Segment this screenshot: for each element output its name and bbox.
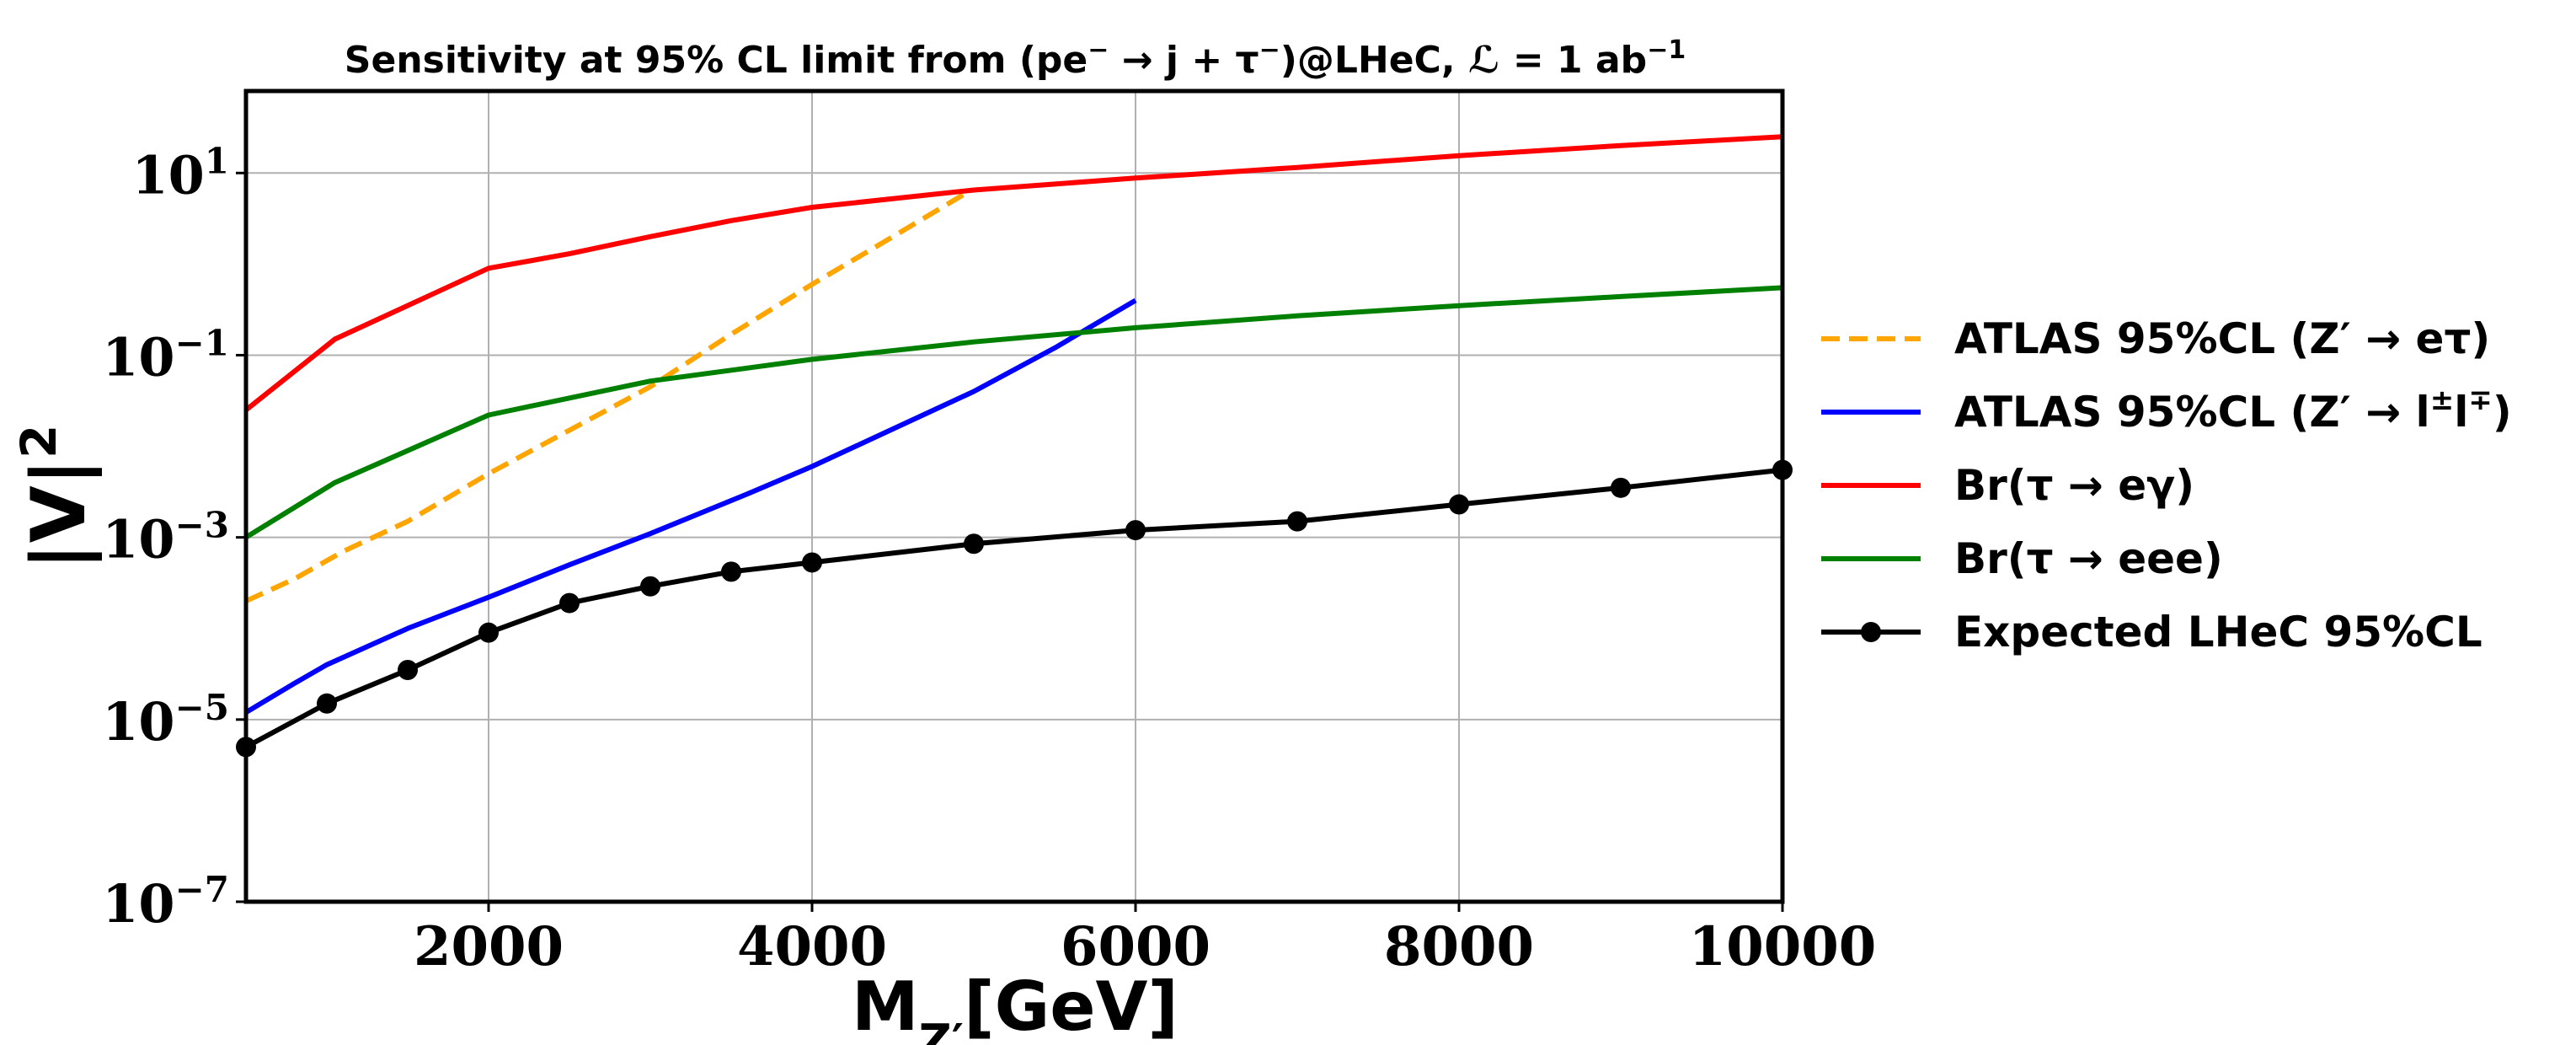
legend-entry-lhec_expected: Expected LHeC 95%CL: [1821, 608, 2482, 656]
series-br_egamma: [244, 134, 1783, 412]
data-point: [317, 693, 337, 714]
data-point: [721, 561, 741, 582]
y-tick-base: 10: [102, 326, 174, 388]
y-tick-base: 10: [102, 873, 174, 935]
legend-entry-br_egamma: Br(τ → eγ): [1821, 461, 2194, 510]
legend-label: Expected LHeC 95%CL: [1954, 608, 2482, 656]
y-tick-label: 10−3: [102, 504, 229, 571]
legend-label: ATLAS 95%CL (Z′ → eτ): [1954, 314, 2490, 363]
legend-entry-atlas_etau: ATLAS 95%CL (Z′ → eτ): [1821, 314, 2490, 363]
series-atlas_ll: [244, 297, 1137, 715]
y-tick-label: 101: [131, 140, 229, 206]
series-line-lhec_expected: [244, 467, 1783, 750]
x-axis-label-sub: Z′: [919, 1015, 964, 1045]
title-arrow: → j + τ: [1109, 39, 1259, 82]
y-tick-exp: −5: [175, 686, 229, 727]
data-point: [1125, 520, 1146, 541]
y-tick-label: 10−7: [102, 869, 229, 935]
y-axis-label-sup: 2: [10, 425, 67, 458]
legend-label: Br(τ → eee): [1954, 534, 2223, 583]
series-line-br_eee: [244, 285, 1783, 540]
legend-entry-br_eee: Br(τ → eee): [1821, 534, 2223, 583]
y-tick-label: 10−5: [102, 686, 229, 753]
y-tick-exp: 1: [205, 140, 229, 181]
data-point: [478, 622, 499, 643]
data-point: [802, 552, 822, 573]
legend: ATLAS 95%CL (Z′ → eτ) ATLAS 95%CL (Z′ → l…: [1821, 314, 2512, 656]
series-lhec_expected: [236, 459, 1793, 758]
data-point: [398, 660, 418, 681]
y-tick-base: 10: [102, 509, 174, 571]
series-atlas_etau: [244, 190, 967, 603]
legend-label: Br(τ → eγ): [1954, 461, 2194, 510]
y-tick-exp: −1: [175, 322, 229, 363]
x-axis-label: MZ′[GeV]: [852, 967, 1178, 1045]
y-axis-label: |V|2: [10, 425, 103, 571]
series-line-atlas_ll: [244, 297, 1137, 715]
data-point: [1611, 477, 1631, 498]
y-tick-exp: −7: [175, 869, 229, 910]
series-line-atlas_etau: [244, 190, 967, 603]
title-tail: )@LHeC, ℒ = 1 ab: [1280, 39, 1647, 82]
y-tick-exp: −3: [175, 504, 229, 545]
chart-title: Sensitivity at 95% CL limit from (pe− → …: [345, 35, 1686, 83]
x-tick-label: 10000: [1689, 915, 1877, 978]
title-minus-1: −: [1088, 35, 1109, 65]
title-exp: −1: [1647, 35, 1686, 65]
plot-frame: [243, 88, 1785, 904]
x-tick-label: 6000: [1061, 915, 1211, 978]
legend-marker: [1861, 622, 1881, 642]
series-br_eee: [244, 285, 1783, 540]
title-lead: Sensitivity at 95% CL limit from (pe: [345, 39, 1088, 82]
y-tick-base: 10: [131, 144, 204, 206]
x-tick-label: 4000: [737, 915, 887, 978]
data-point: [1287, 511, 1307, 532]
title-minus-2: −: [1259, 35, 1280, 65]
x-axis-label-base: M: [852, 967, 919, 1045]
y-axis-label-base: |V|: [15, 458, 103, 570]
x-tick-label: 2000: [414, 915, 564, 978]
x-tick-label: 8000: [1384, 915, 1534, 978]
legend-label: ATLAS 95%CL (Z′ → l±l∓): [1954, 383, 2512, 437]
data-point: [964, 533, 984, 555]
series-line-br_egamma: [244, 134, 1783, 412]
data-point: [1449, 494, 1469, 515]
x-axis-label-rest: [GeV]: [964, 967, 1178, 1045]
y-tick-label: 10−1: [102, 322, 229, 389]
series-layer: [236, 134, 1793, 758]
y-tick-base: 10: [102, 691, 174, 753]
legend-entry-atlas_ll: ATLAS 95%CL (Z′ → l±l∓): [1821, 383, 2512, 437]
data-point: [559, 592, 580, 614]
data-point: [640, 576, 660, 597]
